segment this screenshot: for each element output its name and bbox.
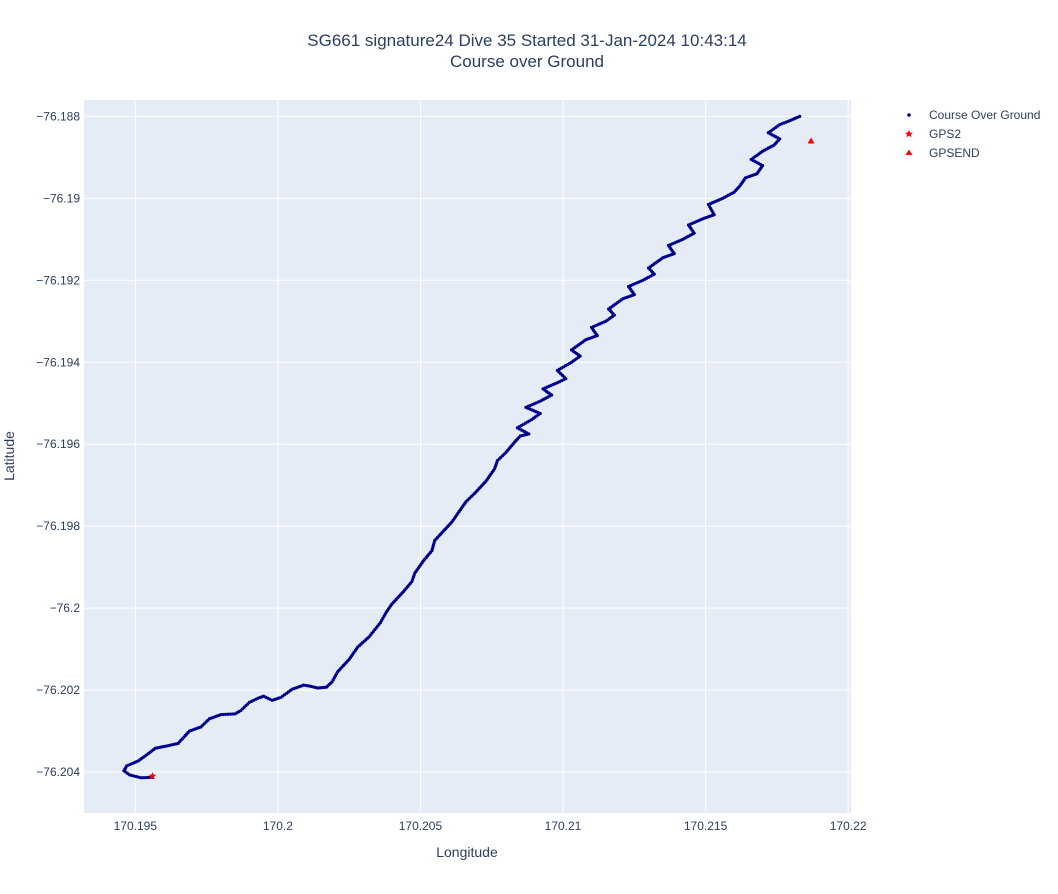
x-tick-label: 170.205 [399, 819, 443, 833]
y-axis: −76.188 −76.19 −76.192 −76.194 −76.196 −76.19… [36, 109, 80, 779]
cog-interp-point [228, 712, 232, 716]
x-tick-label: 170.21 [545, 819, 582, 833]
gps2-star-marker [148, 772, 157, 780]
x-axis: 170.195 170.2 170.205 170.21 170.215 170.22 [114, 819, 867, 833]
legend-label-gps2: GPS2 [929, 127, 961, 141]
legend-item-gpsend[interactable]: GPSEND [905, 146, 981, 160]
gpsend-triangle-marker [807, 137, 815, 144]
cog-interp-point [231, 712, 235, 716]
legend-star-icon [905, 130, 913, 138]
y-tick-label: −76.2 [50, 601, 81, 615]
cog-interp-point [224, 712, 228, 716]
legend-label-gpsend: GPSEND [929, 146, 980, 160]
cog-interp-point [141, 776, 145, 780]
x-tick-label: 170.215 [684, 819, 728, 833]
legend-dot-icon [907, 113, 911, 117]
y-tick-label: −76.198 [36, 519, 80, 533]
y-tick-label: −76.19 [43, 191, 80, 205]
cog-interp-point [226, 712, 230, 716]
y-tick-label: −76.196 [36, 437, 80, 451]
x-tick-label: 170.22 [830, 819, 867, 833]
y-tick-label: −76.202 [36, 683, 80, 697]
x-tick-label: 170.195 [114, 819, 158, 833]
cog-point [798, 114, 802, 118]
x-tick-label: 170.2 [263, 819, 293, 833]
chart-title: SG661 signature24 Dive 35 Started 31-Jan… [307, 31, 746, 50]
cog-interp-point [221, 712, 225, 717]
chart-subtitle: Course over Ground [450, 52, 604, 71]
y-axis-title: Latitude [1, 431, 17, 481]
plot-background [84, 100, 851, 813]
legend-label-course-over-ground: Course Over Ground [929, 108, 1040, 122]
y-tick-label: −76.194 [36, 355, 80, 369]
plot-area [122, 114, 815, 780]
legend[interactable]: Course Over Ground GPS2 GPSEND [905, 108, 1040, 160]
legend-item-course-over-ground[interactable]: Course Over Ground [907, 108, 1040, 122]
y-tick-label: −76.192 [36, 273, 80, 287]
legend-item-gps2[interactable]: GPS2 [905, 127, 961, 141]
legend-triangle-icon [905, 149, 913, 155]
cog-point [219, 713, 223, 717]
y-tick-label: −76.204 [36, 765, 80, 779]
x-axis-title: Longitude [436, 844, 498, 860]
y-tick-label: −76.188 [36, 109, 80, 123]
cog-interp-point [143, 776, 148, 780]
cog-interp-point [146, 775, 150, 780]
y-grid [84, 115, 851, 773]
